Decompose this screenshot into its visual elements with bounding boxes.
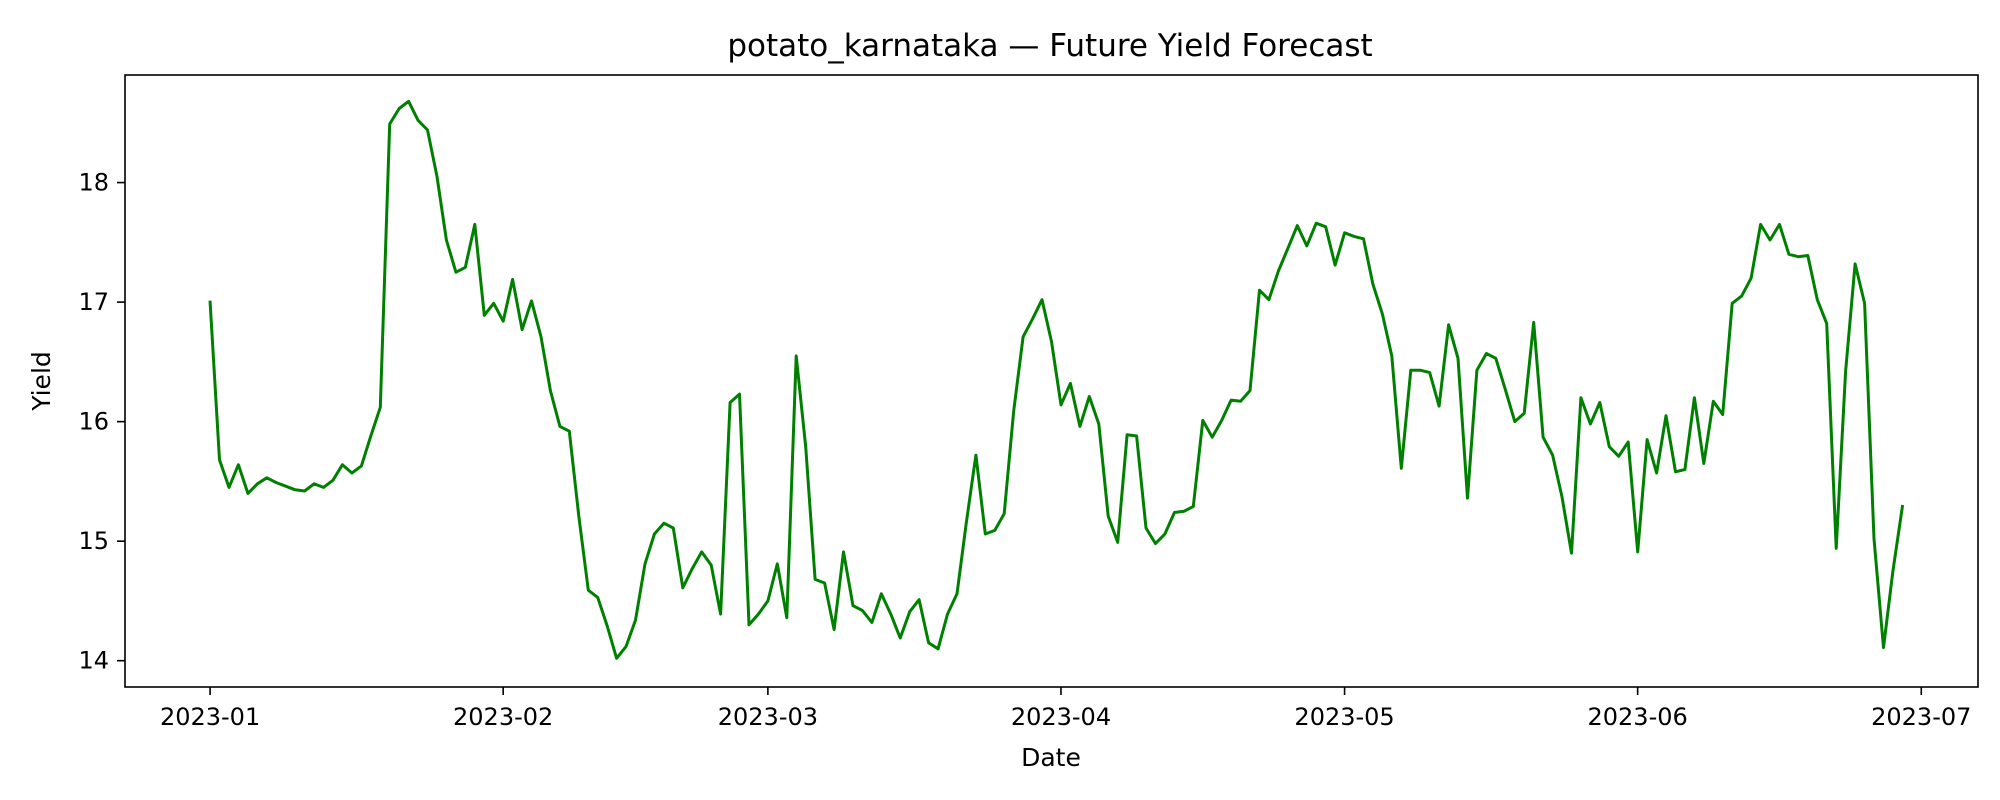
x-tick-label: 2023-06 [1588,703,1688,731]
x-tick-label: 2023-04 [1011,703,1111,731]
x-tick-label: 2023-01 [160,703,260,731]
y-axis-ticks: 14 15 16 17 18 [78,169,125,675]
y-tick-label: 14 [78,647,109,675]
x-tick-label: 2023-05 [1294,703,1394,731]
y-tick-label: 15 [78,527,109,555]
x-axis-ticks: 2023-01 2023-02 2023-03 2023-04 2023-05 2023-… [160,687,1971,731]
x-tick-label: 2023-03 [718,703,818,731]
series-layer [208,99,1905,660]
x-axis-label: Date [1021,743,1081,772]
y-tick-label: 16 [78,408,109,436]
x-tick-label: 2023-02 [453,703,553,731]
yield-forecast-line [208,99,1905,660]
y-tick-label: 18 [78,169,109,197]
y-axis-label: Yield [27,351,56,412]
y-tick-label: 17 [78,288,109,316]
chart-title: potato_karnataka — Future Yield Forecast [727,28,1372,64]
x-tick-label: 2023-07 [1871,703,1971,731]
plot-area-frame [124,74,1979,688]
